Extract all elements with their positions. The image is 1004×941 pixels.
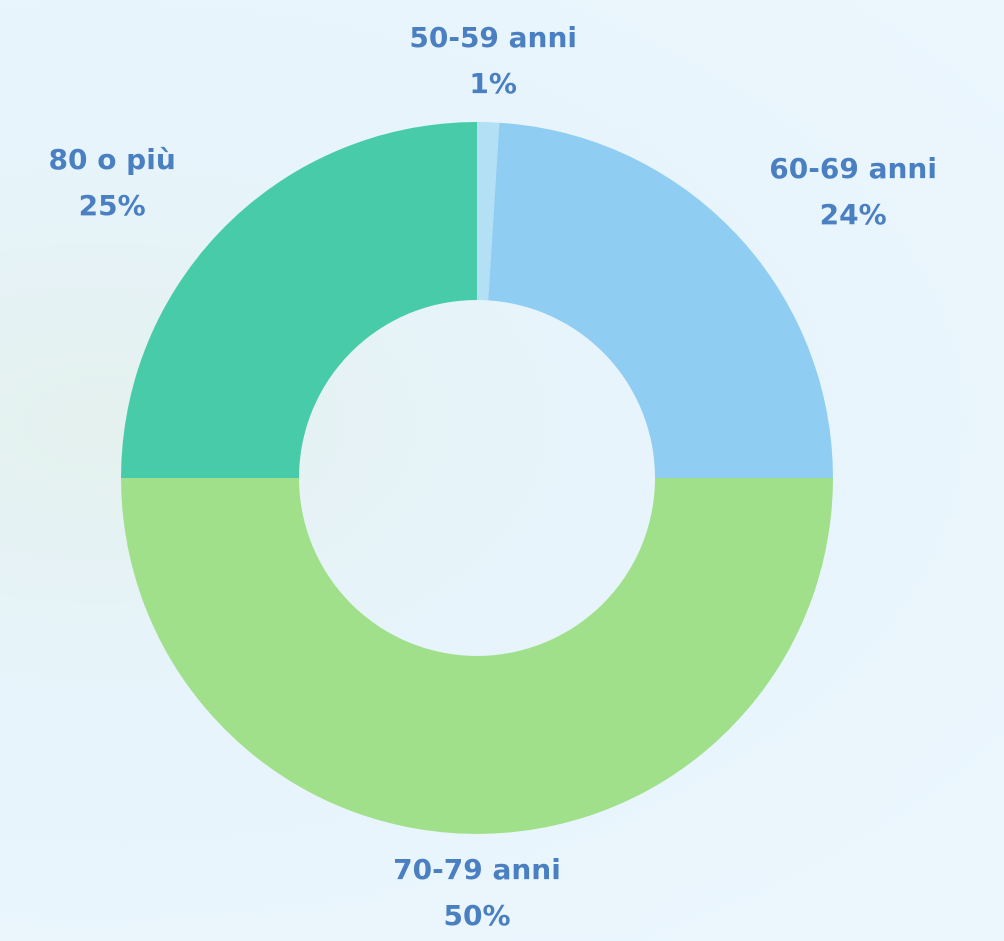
slice	[121, 122, 477, 478]
slice-value-label: 25%	[79, 189, 146, 222]
slice-value-label: 1%	[469, 67, 517, 100]
slice-value-label: 24%	[820, 198, 887, 231]
slice-value-label: 50%	[443, 899, 510, 932]
slice-label: 70-79 anni	[393, 853, 561, 886]
slice-label: 50-59 anni	[409, 21, 577, 54]
slice-label: 60-69 anni	[769, 152, 937, 185]
slice-label: 80 o più	[48, 143, 175, 176]
slice	[477, 122, 500, 301]
slice	[488, 122, 833, 478]
slice	[121, 478, 833, 834]
